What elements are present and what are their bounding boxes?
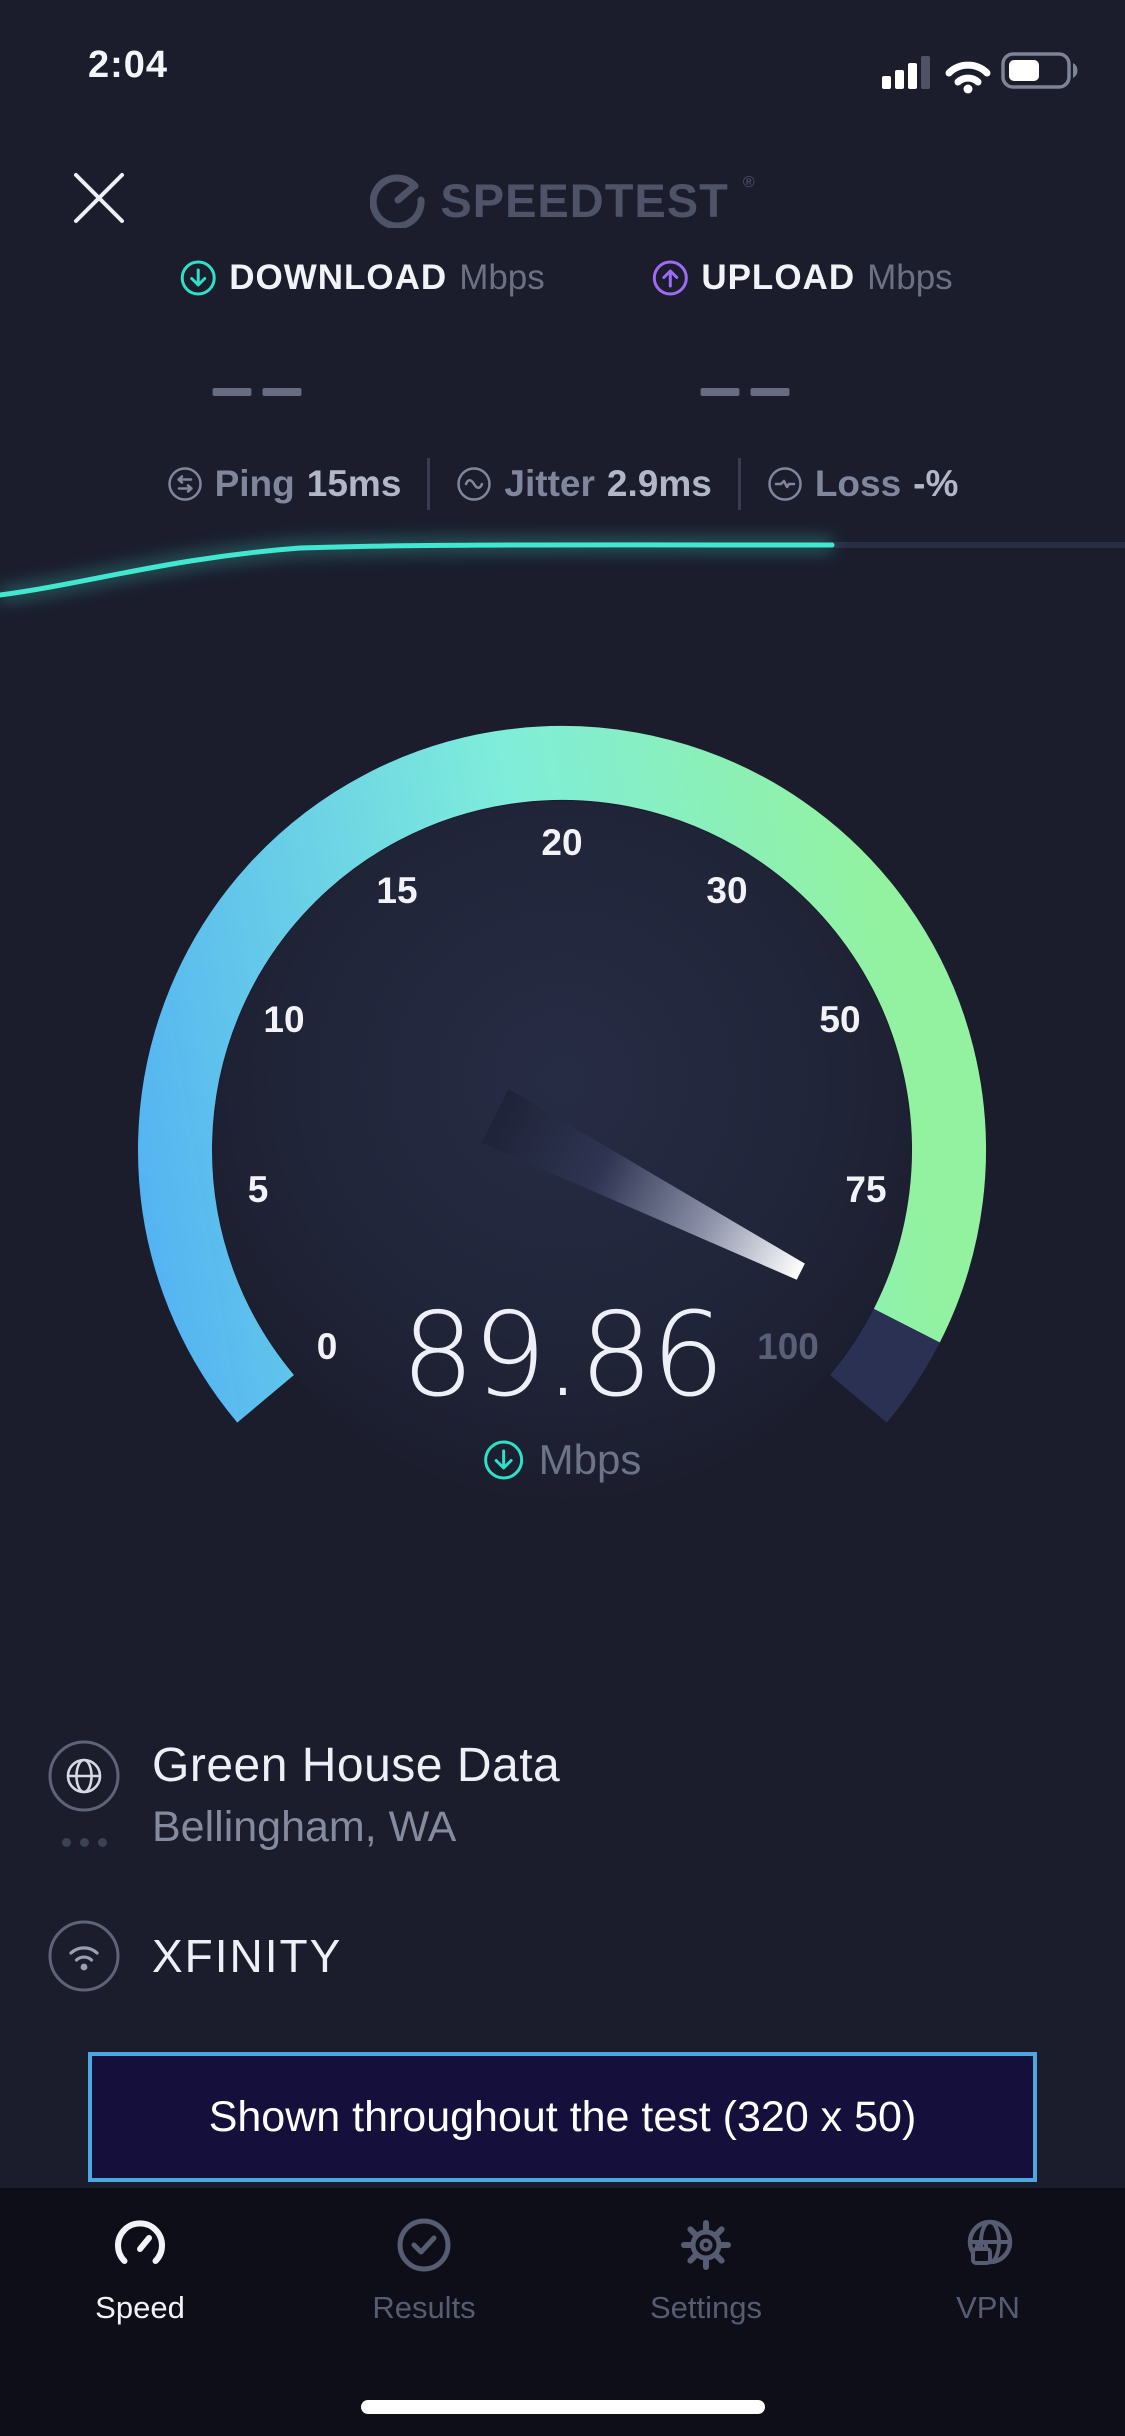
ping-value: 15 (306, 463, 348, 504)
tab-settings-label: Settings (649, 2290, 762, 2325)
trademark-symbol: ® (742, 174, 755, 191)
download-header: DOWNLOAD Mbps (179, 258, 545, 298)
cellular-signal-icon (882, 56, 930, 89)
gauge-arc-remainder (829, 1308, 940, 1423)
wifi-icon (945, 61, 991, 94)
download-value-placeholder (212, 388, 302, 396)
tab-settings[interactable]: Settings (596, 2216, 816, 2326)
results-check-icon (397, 2218, 451, 2272)
app-logo: SPEEDTEST ® (0, 172, 1125, 228)
tab-speed-label: Speed (95, 2290, 185, 2325)
loss-label: Loss (814, 463, 902, 504)
upload-unit: Mbps (867, 258, 953, 297)
ping-unit: ms (347, 463, 402, 504)
gauge-tick-label: 50 (819, 999, 861, 1040)
globe-icon (48, 1740, 120, 1812)
upload-header: UPLOAD Mbps (651, 258, 953, 298)
latency-stats-row: Ping 15ms Jitter 2.9ms Loss -% (0, 458, 1125, 510)
upload-value-placeholder (700, 388, 790, 396)
ping-label: Ping (214, 463, 295, 504)
progress-line (0, 536, 1125, 603)
jitter-unit: ms (658, 463, 712, 504)
loss-stat: Loss -% (767, 463, 959, 505)
server-name: Green House Data (152, 1739, 561, 1792)
gauge-needle (481, 1089, 805, 1280)
download-unit: Mbps (459, 258, 545, 297)
jitter-value: 2.9 (606, 463, 659, 504)
close-button[interactable] (66, 165, 132, 231)
status-bar-icons (878, 32, 1088, 104)
jitter-icon (457, 467, 492, 501)
isp-name: XFINITY (152, 1930, 343, 1982)
tab-speed[interactable]: Speed (30, 2216, 250, 2326)
isp-info: XFINITY (46, 1918, 342, 1994)
server-location: Bellingham, WA (152, 1803, 457, 1851)
gauge-unit: Mbps (538, 1436, 642, 1483)
gauge-value: 89.86 (400, 1288, 725, 1423)
gauge-tick-label: 10 (263, 999, 305, 1040)
settings-gear-icon (681, 2220, 731, 2270)
loss-unit: % (925, 463, 959, 504)
vpn-globe-lock-icon (967, 2219, 1013, 2265)
gauge-tick-label: 5 (247, 1169, 269, 1210)
download-arrow-icon (180, 260, 216, 296)
wifi-connection-icon (48, 1920, 120, 1992)
gauge-tick-label: 100 (757, 1326, 819, 1367)
ping-icon (167, 467, 202, 501)
gauge-tick-label: 30 (706, 870, 748, 911)
home-indicator[interactable] (361, 2400, 765, 2414)
speed-gauge-icon (115, 2220, 165, 2264)
gauge-unit-row: Mbps (483, 1436, 642, 1484)
tab-bar: Speed Results (0, 2188, 1125, 2436)
loss-value: - (913, 463, 926, 504)
ping-stat: Ping 15ms (167, 463, 402, 505)
divider (737, 458, 741, 510)
upload-arrow-icon (652, 260, 688, 296)
download-label: DOWNLOAD (229, 258, 448, 297)
app-title: SPEEDTEST (440, 173, 729, 227)
jitter-stat: Jitter 2.9ms (456, 463, 712, 505)
server-options-menu[interactable] (62, 1838, 107, 1847)
jitter-label: Jitter (504, 463, 595, 504)
tab-results-label: Results (372, 2290, 476, 2325)
tab-vpn[interactable]: VPN (878, 2216, 1098, 2326)
ad-banner[interactable]: Shown throughout the test (320 x 50) (88, 2052, 1037, 2182)
status-bar-time: 2:04 (88, 44, 169, 86)
loss-icon (768, 467, 802, 501)
battery-icon (1001, 52, 1078, 89)
upload-label: UPLOAD (701, 258, 856, 297)
gauge-arc-filled (138, 726, 986, 1423)
close-icon (74, 173, 124, 223)
gauge-tick-label: 75 (845, 1169, 887, 1210)
gauge-tick-label: 20 (541, 822, 583, 863)
tab-results[interactable]: Results (314, 2216, 534, 2326)
divider (427, 458, 431, 510)
speedtest-gauge-logo-icon (370, 174, 425, 228)
gauge-tick-label: 15 (376, 870, 418, 911)
gauge-tick-label: 0 (316, 1326, 338, 1367)
server-info[interactable]: Green House Data Bellingham, WA (46, 1738, 560, 1852)
download-arrow-icon (484, 1440, 524, 1480)
ad-text: Shown throughout the test (320 x 50) (208, 2092, 917, 2141)
tab-vpn-label: VPN (956, 2290, 1020, 2325)
